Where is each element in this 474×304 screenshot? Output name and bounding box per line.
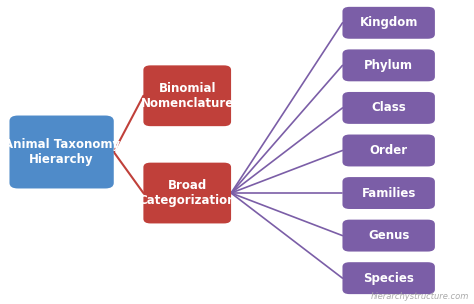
Text: Families: Families — [362, 187, 416, 199]
Text: Broad
Categorization: Broad Categorization — [138, 179, 236, 207]
FancyBboxPatch shape — [342, 262, 435, 294]
Text: Phylum: Phylum — [364, 59, 413, 72]
Text: Animal Taxonomy
Hierarchy: Animal Taxonomy Hierarchy — [4, 138, 119, 166]
FancyBboxPatch shape — [143, 163, 231, 223]
FancyBboxPatch shape — [342, 7, 435, 39]
Text: Order: Order — [370, 144, 408, 157]
Text: Species: Species — [363, 272, 414, 285]
FancyBboxPatch shape — [342, 50, 435, 81]
FancyBboxPatch shape — [9, 116, 114, 188]
Text: Genus: Genus — [368, 229, 410, 242]
Text: Class: Class — [371, 102, 406, 114]
Text: hierarchystructure.com: hierarchystructure.com — [371, 292, 469, 301]
FancyBboxPatch shape — [342, 219, 435, 252]
Text: Kingdom: Kingdom — [359, 16, 418, 29]
Text: Binomial
Nomenclature: Binomial Nomenclature — [141, 82, 234, 110]
FancyBboxPatch shape — [342, 135, 435, 167]
FancyBboxPatch shape — [143, 65, 231, 126]
FancyBboxPatch shape — [342, 92, 435, 124]
FancyBboxPatch shape — [342, 177, 435, 209]
